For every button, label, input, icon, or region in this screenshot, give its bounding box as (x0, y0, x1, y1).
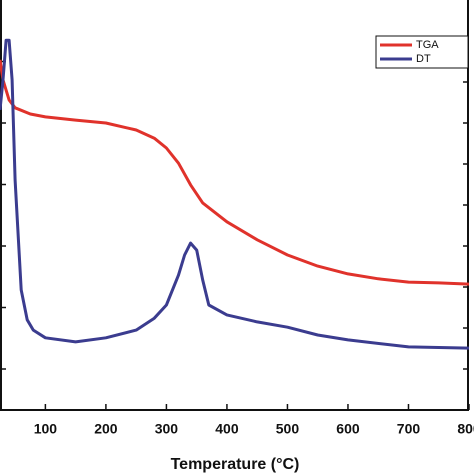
legend-label: TGA (416, 39, 439, 51)
series-line (0, 59, 470, 286)
x-tick-label: 500 (276, 421, 300, 437)
x-tick-label: 600 (336, 421, 360, 437)
x-axis-label: Temperature (°C) (171, 456, 300, 473)
series-line (0, 38, 470, 350)
legend-box (375, 35, 469, 69)
legend-label: DT (416, 53, 431, 65)
plot-frame (0, 0, 469, 411)
x-tick-label: 300 (155, 421, 179, 437)
x-tick-label: 800 (457, 421, 474, 437)
x-tick-label: 400 (215, 421, 239, 437)
x-tick-label: 700 (397, 421, 421, 437)
x-tick-label: 200 (94, 421, 118, 437)
x-tick-label: 100 (34, 421, 58, 437)
